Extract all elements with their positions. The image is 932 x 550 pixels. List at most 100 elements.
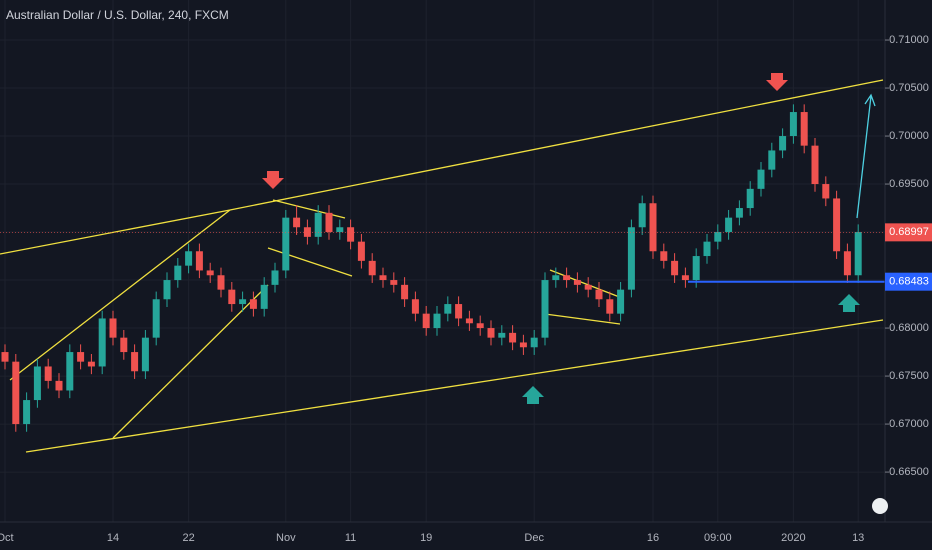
candle-body	[87, 361, 95, 367]
candle-body	[109, 318, 117, 338]
candle-body	[401, 284, 409, 300]
candle-body	[735, 208, 743, 218]
y-tick-label: 0.68000	[889, 322, 929, 334]
x-tick-label: 16	[647, 532, 659, 544]
up-arrow	[522, 386, 544, 404]
candle-body	[120, 337, 128, 353]
candle-body	[789, 112, 797, 137]
candle-body	[249, 299, 257, 309]
candle-body	[660, 251, 668, 261]
candle-body	[347, 227, 355, 242]
x-tick-label: Dec	[524, 532, 544, 544]
price-label: 0.68997	[889, 226, 929, 238]
candle-body	[131, 352, 139, 372]
candle-body	[768, 150, 776, 170]
candle-body	[725, 217, 733, 233]
x-tick-label: 2020	[781, 532, 805, 544]
candle-body	[465, 318, 473, 324]
candle-body	[314, 212, 322, 237]
candle-body	[649, 203, 657, 252]
candle-body	[336, 227, 344, 233]
candle-body	[606, 299, 614, 314]
candle-body	[282, 217, 290, 271]
candle-body	[23, 400, 31, 425]
candle-body	[595, 289, 603, 300]
candle-body	[239, 299, 247, 305]
candle-body	[843, 251, 851, 276]
candle-body	[195, 251, 203, 271]
candle-body	[487, 328, 495, 338]
candle-body	[584, 284, 592, 290]
arrows	[262, 73, 876, 404]
candle-body	[303, 227, 311, 237]
candle-body	[390, 280, 398, 285]
projection-arrow	[856, 93, 876, 219]
labels: 0.665000.670000.675000.680000.685000.690…	[0, 34, 932, 544]
level-label: 0.68483	[889, 276, 929, 288]
candle-body	[638, 203, 646, 228]
candle-body	[800, 112, 808, 146]
candle-body	[98, 318, 106, 367]
candle-body	[66, 352, 74, 391]
candle-body	[357, 241, 365, 261]
candle-body	[260, 284, 268, 309]
down-arrow	[766, 73, 788, 91]
candle-body	[422, 313, 430, 329]
candle-body	[444, 304, 452, 314]
candle-body	[141, 337, 149, 372]
candle-body	[152, 299, 160, 338]
down-arrow	[262, 171, 284, 189]
candle-body	[455, 304, 463, 319]
candle-body	[185, 251, 193, 266]
candle-body	[779, 136, 787, 151]
candles	[0, 104, 885, 432]
trend-line	[25, 319, 884, 453]
candle-body	[55, 380, 63, 391]
y-tick-label: 0.70500	[889, 82, 929, 94]
candle-body	[757, 169, 765, 189]
candle-body	[174, 265, 182, 281]
candle-body	[833, 198, 841, 252]
candle-body	[854, 232, 862, 276]
x-tick-label: 14	[107, 532, 119, 544]
candle-body	[627, 227, 635, 290]
candle-body	[541, 280, 549, 338]
candle-body	[617, 289, 625, 314]
y-tick-label: 0.66500	[889, 466, 929, 478]
candle-body	[217, 275, 225, 290]
candle-body	[44, 366, 52, 381]
x-tick-label: Nov	[276, 532, 296, 544]
candle-body	[692, 256, 700, 281]
candle-body	[714, 232, 722, 242]
y-tick-label: 0.70000	[889, 130, 929, 142]
x-tick-label: 19	[420, 532, 432, 544]
x-tick-label: Oct	[0, 532, 14, 544]
up-arrow	[838, 294, 860, 312]
chart-title: Australian Dollar / U.S. Dollar, 240, FX…	[6, 8, 229, 22]
wedge-line	[272, 199, 346, 219]
channel-line	[9, 209, 231, 381]
wedge-line	[267, 247, 353, 277]
candle-body	[368, 260, 376, 276]
candle-body	[563, 275, 571, 281]
candle-body	[811, 145, 819, 185]
candle-body	[573, 280, 581, 285]
level-label-box	[885, 272, 932, 291]
x-tick-label: 13	[852, 532, 864, 544]
candle-body	[519, 342, 527, 348]
y-tick-label: 0.71000	[889, 34, 929, 46]
flag-icon	[872, 498, 888, 514]
candle-body	[163, 280, 171, 300]
candle-body	[271, 270, 279, 285]
candle-body	[509, 332, 517, 343]
price-label-box	[885, 223, 932, 242]
candle-body	[703, 241, 711, 257]
candle-body	[1, 352, 9, 362]
candle-body	[325, 212, 333, 233]
candle-body	[433, 313, 441, 329]
y-tick-label: 0.69500	[889, 178, 929, 190]
candle-body	[822, 184, 830, 199]
wedge-line	[544, 313, 621, 325]
